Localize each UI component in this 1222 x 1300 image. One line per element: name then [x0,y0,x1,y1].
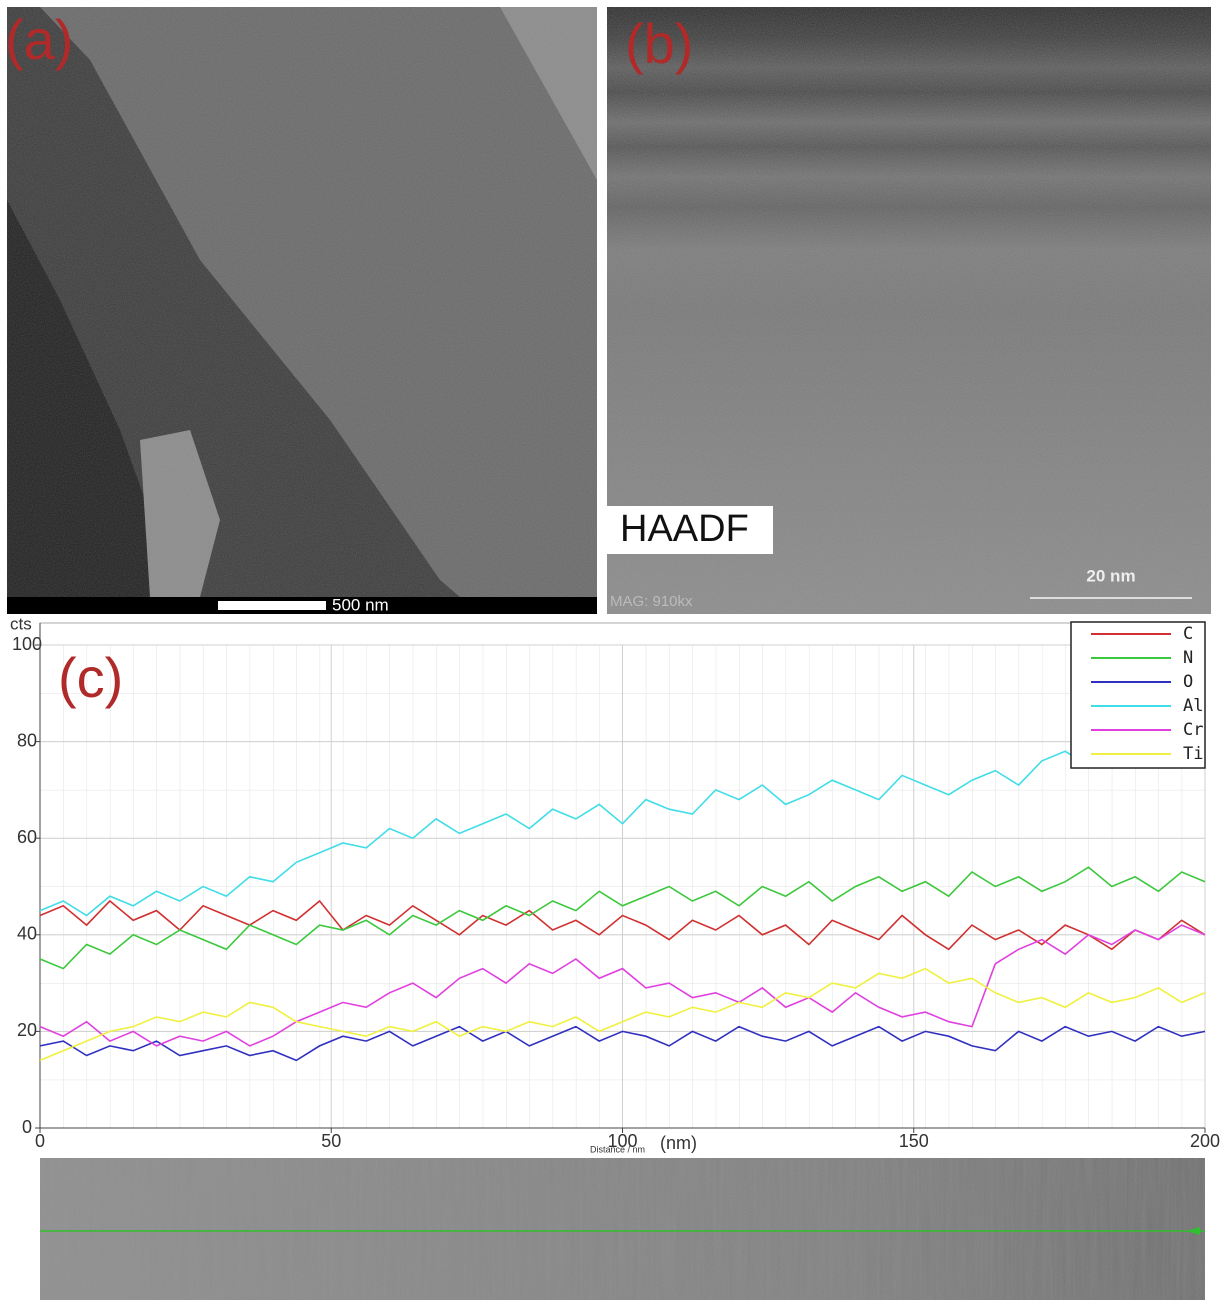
panel-a: (a) 500 nm [5,7,597,614]
panel-label: (b) [625,12,693,75]
y-tick-label: 40 [17,924,37,944]
legend-label: Al [1183,696,1203,716]
y-tick-label: 20 [17,1020,37,1040]
x-tick-label: 150 [899,1131,929,1151]
panel-b: (b) HAADF 20 nm MAG: 910kx [607,7,1211,614]
x-axis-unit: (nm) [660,1133,697,1153]
legend: CNO Al Cr Ti [1070,621,1206,769]
scan-strip [40,1158,1205,1300]
panel-label: (c) [58,646,123,709]
x-tick-label: 50 [321,1131,341,1151]
scale-bar-label: 500 nm [332,595,389,614]
data-line [39,899,1206,951]
x-tick-label: 100 [607,1131,637,1151]
magnification: MAG: 910kx [610,593,693,610]
legend-box [1070,621,1206,769]
data-line [39,866,1206,970]
data-line [39,745,1159,917]
legend-label: Cr [1183,720,1203,740]
scale-bar-label: 20 nm [1086,566,1135,585]
x-tick-label: 200 [1190,1131,1220,1151]
legend-label: N [1183,648,1193,668]
data-line [39,1025,1206,1062]
y-tick-label: 60 [17,827,37,847]
legend-label: Ti [1183,744,1203,764]
legend-label: C [1183,624,1193,644]
x-tick-label: 0 [35,1131,45,1151]
panel-label: (a) [5,8,73,71]
y-axis-label: cts [10,614,32,633]
legend-label: O [1183,672,1193,692]
mode-label: HAADF [620,508,749,550]
panel-c: (c) cts Distance / nm (nm) 0 20 40 60 80 100 0… [10,614,1220,1154]
y-tick-label: 80 [17,730,37,750]
y-tick-label: 0 [22,1117,32,1137]
x-axis-label: Distance / nm [590,1144,645,1154]
data-line [39,924,1206,1047]
data-line [39,967,1206,1062]
y-tick-label: 100 [12,634,42,654]
